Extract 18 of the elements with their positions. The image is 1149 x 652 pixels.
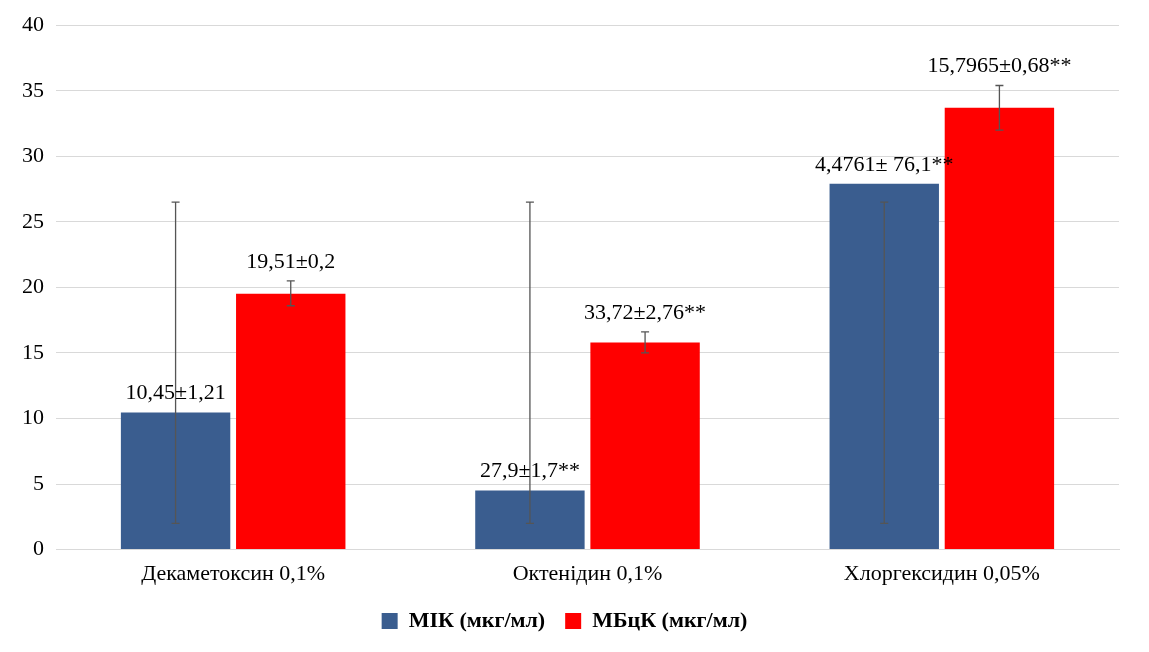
legend-label: МІК (мкг/мл) <box>408 606 546 632</box>
annotation: 27,9±1,7** <box>479 457 580 483</box>
annotation: 19,51±0,2 <box>246 247 336 273</box>
x-tick-label: Декаметоксин 0,1% <box>141 559 326 585</box>
y-tick-label: 20 <box>22 273 44 299</box>
y-tick-label: 40 <box>22 10 44 36</box>
y-tick-label: 30 <box>22 142 44 168</box>
y-tick-label: 15 <box>22 338 44 364</box>
y-tick-label: 25 <box>22 207 44 233</box>
y-tick-label: 5 <box>33 469 44 495</box>
y-tick-label: 35 <box>22 76 44 102</box>
y-tick-label: 10 <box>22 404 44 430</box>
x-tick-label: Октенідин 0,1% <box>512 559 663 585</box>
x-tick-label: Хлоргексидин 0,05% <box>843 559 1040 585</box>
legend-label: МБцК (мкг/мл) <box>592 606 748 632</box>
annotation: 15,7965±0,68** <box>927 52 1072 78</box>
y-tick-label: 0 <box>33 535 44 561</box>
annotation: 33,72±2,76** <box>584 298 707 324</box>
